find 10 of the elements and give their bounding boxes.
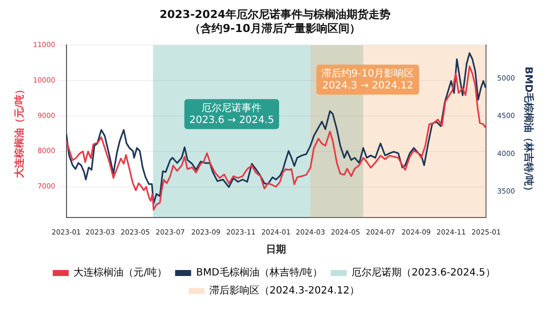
y2-axis-title: BMD毛棕榈油（林吉特/吨） xyxy=(522,66,534,196)
annotation: 厄尔尼诺事件 2023.6 → 2024.5 xyxy=(189,102,274,126)
x-axis-title: 日期 xyxy=(266,244,286,256)
y-axis-title: 大连棕榈油（元/吨） xyxy=(14,84,26,180)
annotation: 滞后约9-10月影响区 2024.3 → 2024.12 xyxy=(321,67,414,92)
legend-label: BMD毛棕榈油（林吉特/吨） xyxy=(196,266,323,279)
legend-label: 滞后影响区（2024.3-2024.12） xyxy=(210,284,360,297)
legend-label: 厄尔尼诺期（2023.6-2024.5） xyxy=(352,266,496,279)
legend-label: 大连棕榈油（元/吨） xyxy=(74,266,168,279)
chart-title: 2023-2024年厄尔尼诺事件与棕榈油期货走势（含约9-10月滞后产量影响区间） xyxy=(158,8,392,37)
